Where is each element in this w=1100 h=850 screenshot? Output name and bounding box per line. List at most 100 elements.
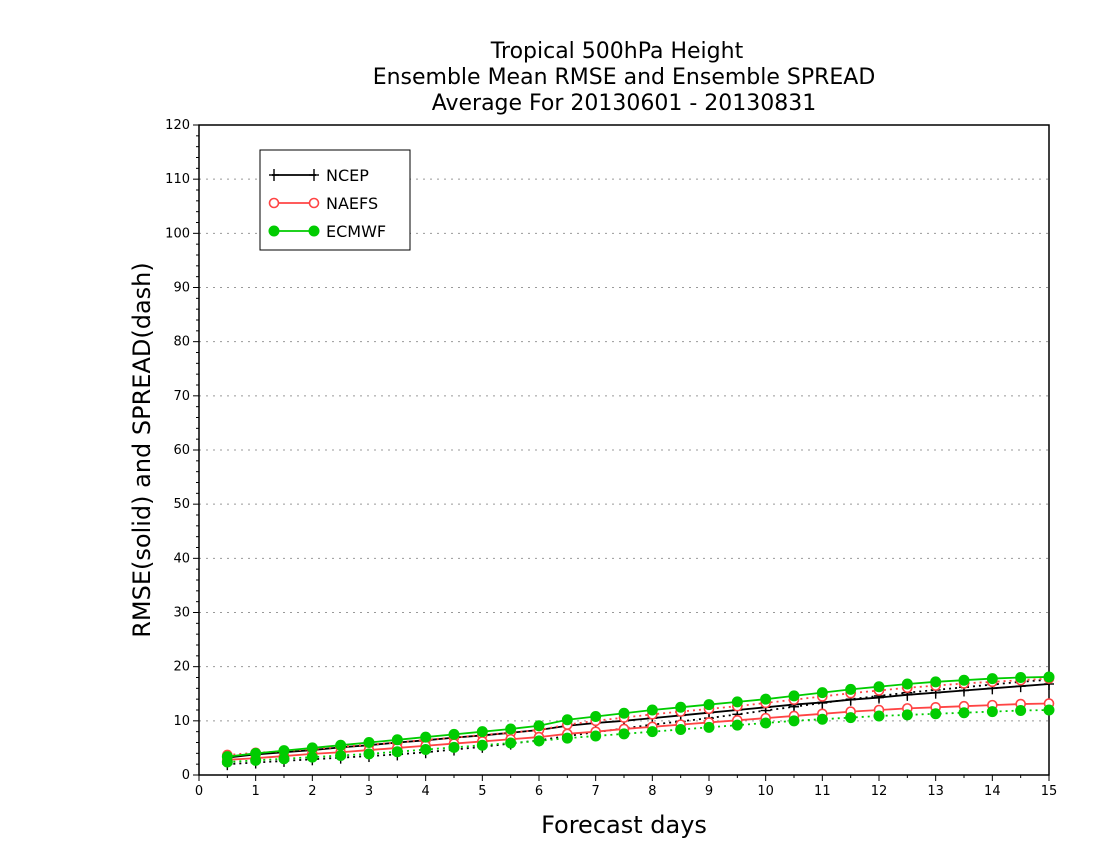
legend-ecmwf-marker-left: [268, 225, 280, 237]
series-layer: [221, 671, 1055, 771]
x-tick-label-12: 12: [871, 784, 888, 799]
series-ecmwf-spread-point: [590, 730, 602, 742]
legend-box: [259, 149, 411, 251]
series-ecmwf-spread-point: [703, 721, 715, 733]
series-ecmwf-rmse-point: [335, 739, 347, 751]
series-ecmwf-rmse-line: [227, 676, 1050, 758]
series-ecmwf-spread-point: [476, 739, 488, 751]
y-tick-label-0: 0: [182, 768, 190, 783]
series-ecmwf-rmse-point: [675, 701, 687, 713]
x-tick-label-10: 10: [757, 784, 774, 799]
series-ecmwf-rmse-point: [391, 734, 403, 746]
chart-title-line-3: Average For 20130601 - 20130831: [432, 91, 817, 116]
legend-ncep-label: NCEP: [326, 166, 369, 185]
series-ecmwf-rmse-point: [420, 731, 432, 743]
series-ecmwf-spread-point: [335, 750, 347, 761]
series-ecmwf-rmse-point: [561, 714, 573, 726]
series-ecmwf: [221, 671, 1055, 768]
series-ecmwf-rmse-point: [1043, 671, 1055, 683]
x-tick-label-9: 9: [705, 784, 713, 799]
series-ncep-rmse-line: [227, 683, 1050, 759]
legend-naefs-label: NAEFS: [326, 194, 378, 213]
y-tick-label-90: 90: [173, 281, 190, 296]
series-ecmwf-spread-point: [505, 737, 517, 749]
series-ecmwf-spread-point: [448, 741, 460, 753]
legend-ncep-marker-left: [269, 169, 279, 181]
x-tick-label-13: 13: [927, 784, 944, 799]
series-ecmwf-spread-point: [788, 715, 800, 727]
series-ecmwf-rmse-point: [618, 707, 630, 719]
series-ecmwf-spread-point: [845, 712, 857, 724]
series-ecmwf-rmse-point: [1015, 672, 1027, 683]
x-tick-label-0: 0: [195, 784, 203, 799]
legend: NCEP NAEFS ECMWF: [259, 149, 411, 251]
legend-naefs-marker-left: [268, 197, 280, 209]
series-ecmwf-rmse-point: [930, 676, 942, 688]
series-ecmwf-rmse-point: [873, 681, 885, 693]
series-ecmwf-spread-point: [1015, 705, 1027, 717]
series-ecmwf-spread-point: [958, 707, 970, 719]
series-ecmwf-spread-point: [930, 708, 942, 720]
y-tick-label-50: 50: [173, 497, 190, 512]
series-ecmwf-spread-point: [646, 726, 658, 738]
x-tick-label-1: 1: [252, 784, 260, 799]
chart-title-line-1: Tropical 500hPa Height: [490, 39, 744, 64]
series-ecmwf-rmse-point: [221, 751, 233, 763]
chart-title-line-2: Ensemble Mean RMSE and Ensemble SPREAD: [373, 65, 876, 90]
series-ecmwf-rmse-point: [250, 747, 262, 759]
series-ecmwf-spread-point: [731, 719, 743, 731]
y-tick-label-10: 10: [173, 714, 190, 729]
series-ecmwf-rmse-point: [448, 728, 460, 740]
series-ecmwf-rmse-point: [590, 711, 602, 722]
series-ecmwf-spread-point: [363, 748, 375, 760]
series-ecmwf-rmse-point: [363, 737, 375, 748]
series-ecmwf-rmse-point: [703, 699, 715, 711]
x-tick-label-8: 8: [648, 784, 656, 799]
series-ecmwf-rmse-point: [958, 674, 970, 686]
legend-item-ncep: NCEP: [269, 166, 369, 185]
series-ecmwf-rmse-point: [986, 673, 998, 685]
gridlines: [199, 178, 1049, 722]
series-ecmwf-spread-line: [227, 709, 1050, 763]
series-ecmwf-rmse-point: [278, 745, 290, 757]
legend-item-ecmwf: ECMWF: [268, 222, 386, 241]
legend-ecmwf-marker-right: [308, 225, 320, 237]
series-ecmwf-spread-point: [306, 751, 318, 763]
series-ecmwf-rmse-point: [760, 693, 772, 705]
legend-ecmwf-label: ECMWF: [326, 222, 386, 241]
series-ecmwf-spread-point: [760, 717, 772, 729]
y-tick-label-30: 30: [173, 606, 190, 621]
y-tick-label-100: 100: [165, 226, 190, 241]
y-tick-label-120: 120: [165, 118, 190, 133]
series-ecmwf-spread-point: [901, 709, 913, 721]
series-ecmwf-rmse-point: [505, 723, 517, 735]
x-tick-label-2: 2: [308, 784, 316, 799]
y-tick-label-40: 40: [173, 551, 190, 566]
series-ecmwf-spread-point: [675, 724, 687, 735]
series-ncep: [222, 673, 1054, 771]
series-ecmwf-rmse-point: [816, 687, 828, 699]
series-ecmwf-rmse-point: [306, 742, 318, 754]
x-tick-label-4: 4: [422, 784, 430, 799]
y-tick-label-110: 110: [165, 172, 190, 187]
y-axis-label: RMSE(solid) and SPREAD(dash): [128, 262, 156, 638]
legend-naefs-marker-right: [308, 197, 320, 209]
y-tick-label-20: 20: [173, 660, 190, 675]
x-tick-label-5: 5: [478, 784, 486, 799]
series-ecmwf-rmse-point: [476, 726, 488, 738]
series-ecmwf-rmse-point: [533, 720, 545, 732]
x-tick-label-3: 3: [365, 784, 373, 799]
series-ecmwf-rmse-point: [845, 683, 857, 695]
series-ecmwf-rmse-point: [901, 678, 913, 690]
chart-title: Tropical 500hPa Height Ensemble Mean RMS…: [373, 39, 876, 116]
series-ecmwf-spread-point: [1043, 704, 1055, 716]
series-ecmwf-spread-point: [561, 732, 573, 744]
series-ecmwf-spread-point: [986, 706, 998, 718]
series-ecmwf-spread-point: [420, 744, 432, 756]
series-ecmwf-rmse-point: [731, 696, 743, 708]
series-ecmwf-rmse-point: [646, 704, 658, 716]
x-tick-label-6: 6: [535, 784, 543, 799]
series-ecmwf-spread-point: [533, 735, 545, 747]
